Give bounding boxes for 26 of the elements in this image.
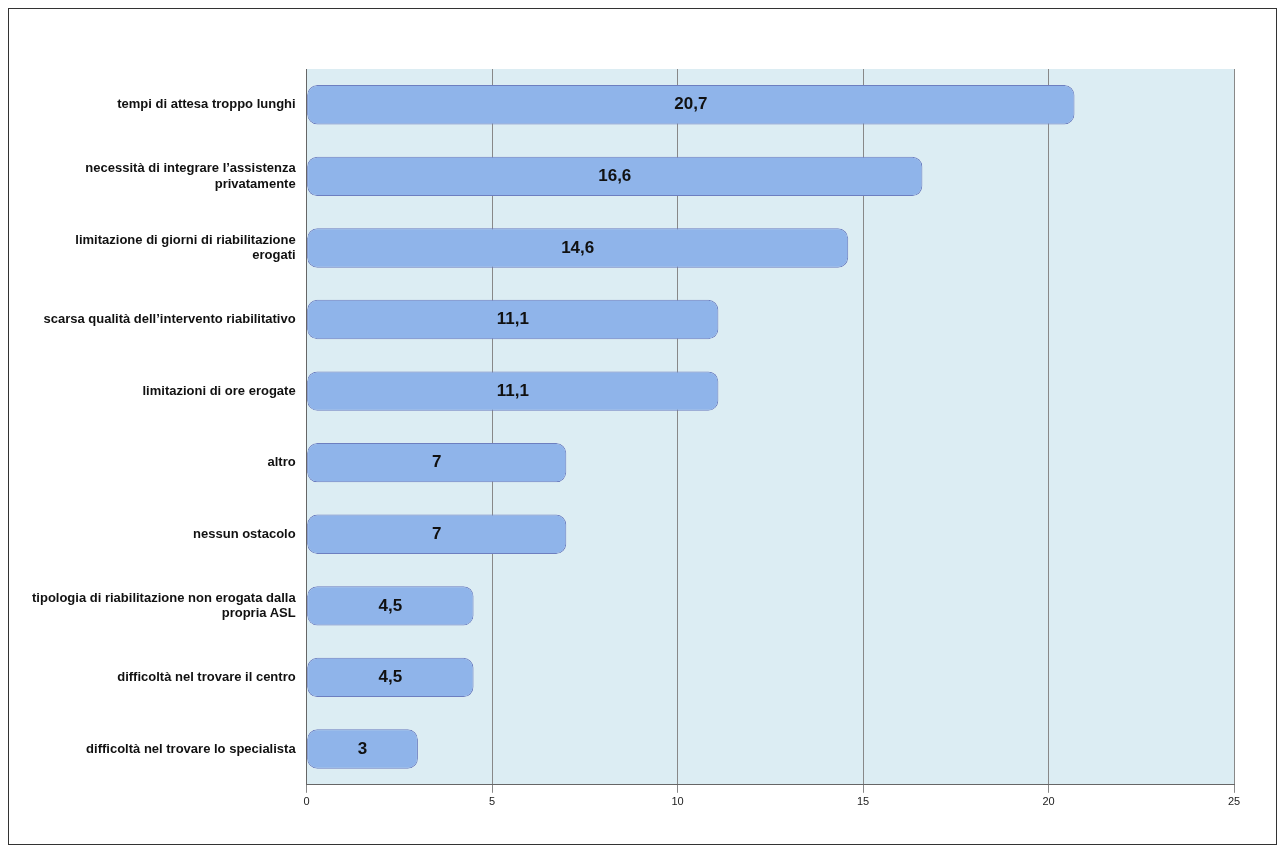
x-tick-label: 20 — [1042, 795, 1055, 808]
y-tick-label: tempi di attesa troppo lunghi — [117, 96, 296, 112]
y-tick-label: altro — [267, 454, 296, 470]
x-tick-label: 15 — [856, 795, 870, 808]
y-tick-label: limitazione di giorni di riabilitazione erogati — [75, 231, 296, 263]
data-label: 11,1 — [496, 380, 529, 400]
data-label: 16,6 — [598, 166, 632, 186]
data-label: 11,1 — [496, 309, 529, 329]
data-label: 4,5 — [378, 595, 403, 615]
y-tick-label: limitazioni di ore erogate — [142, 382, 296, 398]
data-label: 4,5 — [378, 667, 403, 687]
data-label: 14,6 — [561, 237, 595, 257]
x-tick-label: 0 — [303, 795, 310, 808]
y-tick-label: necessità di integrare l’assistenza privatamente — [85, 160, 297, 191]
y-tick-label: scarsa qualità dell’intervento riabilitativo — [43, 311, 296, 327]
data-label: 3 — [357, 738, 368, 758]
x-tick-label: 10 — [671, 795, 684, 808]
y-tick-label: tipologia di riabilitazione non erogata dalla propria ASL — [32, 589, 297, 621]
data-label: 7 — [431, 452, 442, 472]
y-tick-label: nessun ostacolo — [193, 525, 296, 541]
data-label: 7 — [431, 523, 442, 543]
y-tick-label: difficoltà nel trovare lo specialista — [86, 740, 297, 756]
y-tick-label: difficoltà nel trovare il centro — [117, 669, 296, 685]
x-tick-label: 5 — [489, 795, 496, 808]
x-tick-label: 25 — [1227, 795, 1241, 808]
data-label: 20,7 — [674, 94, 708, 114]
